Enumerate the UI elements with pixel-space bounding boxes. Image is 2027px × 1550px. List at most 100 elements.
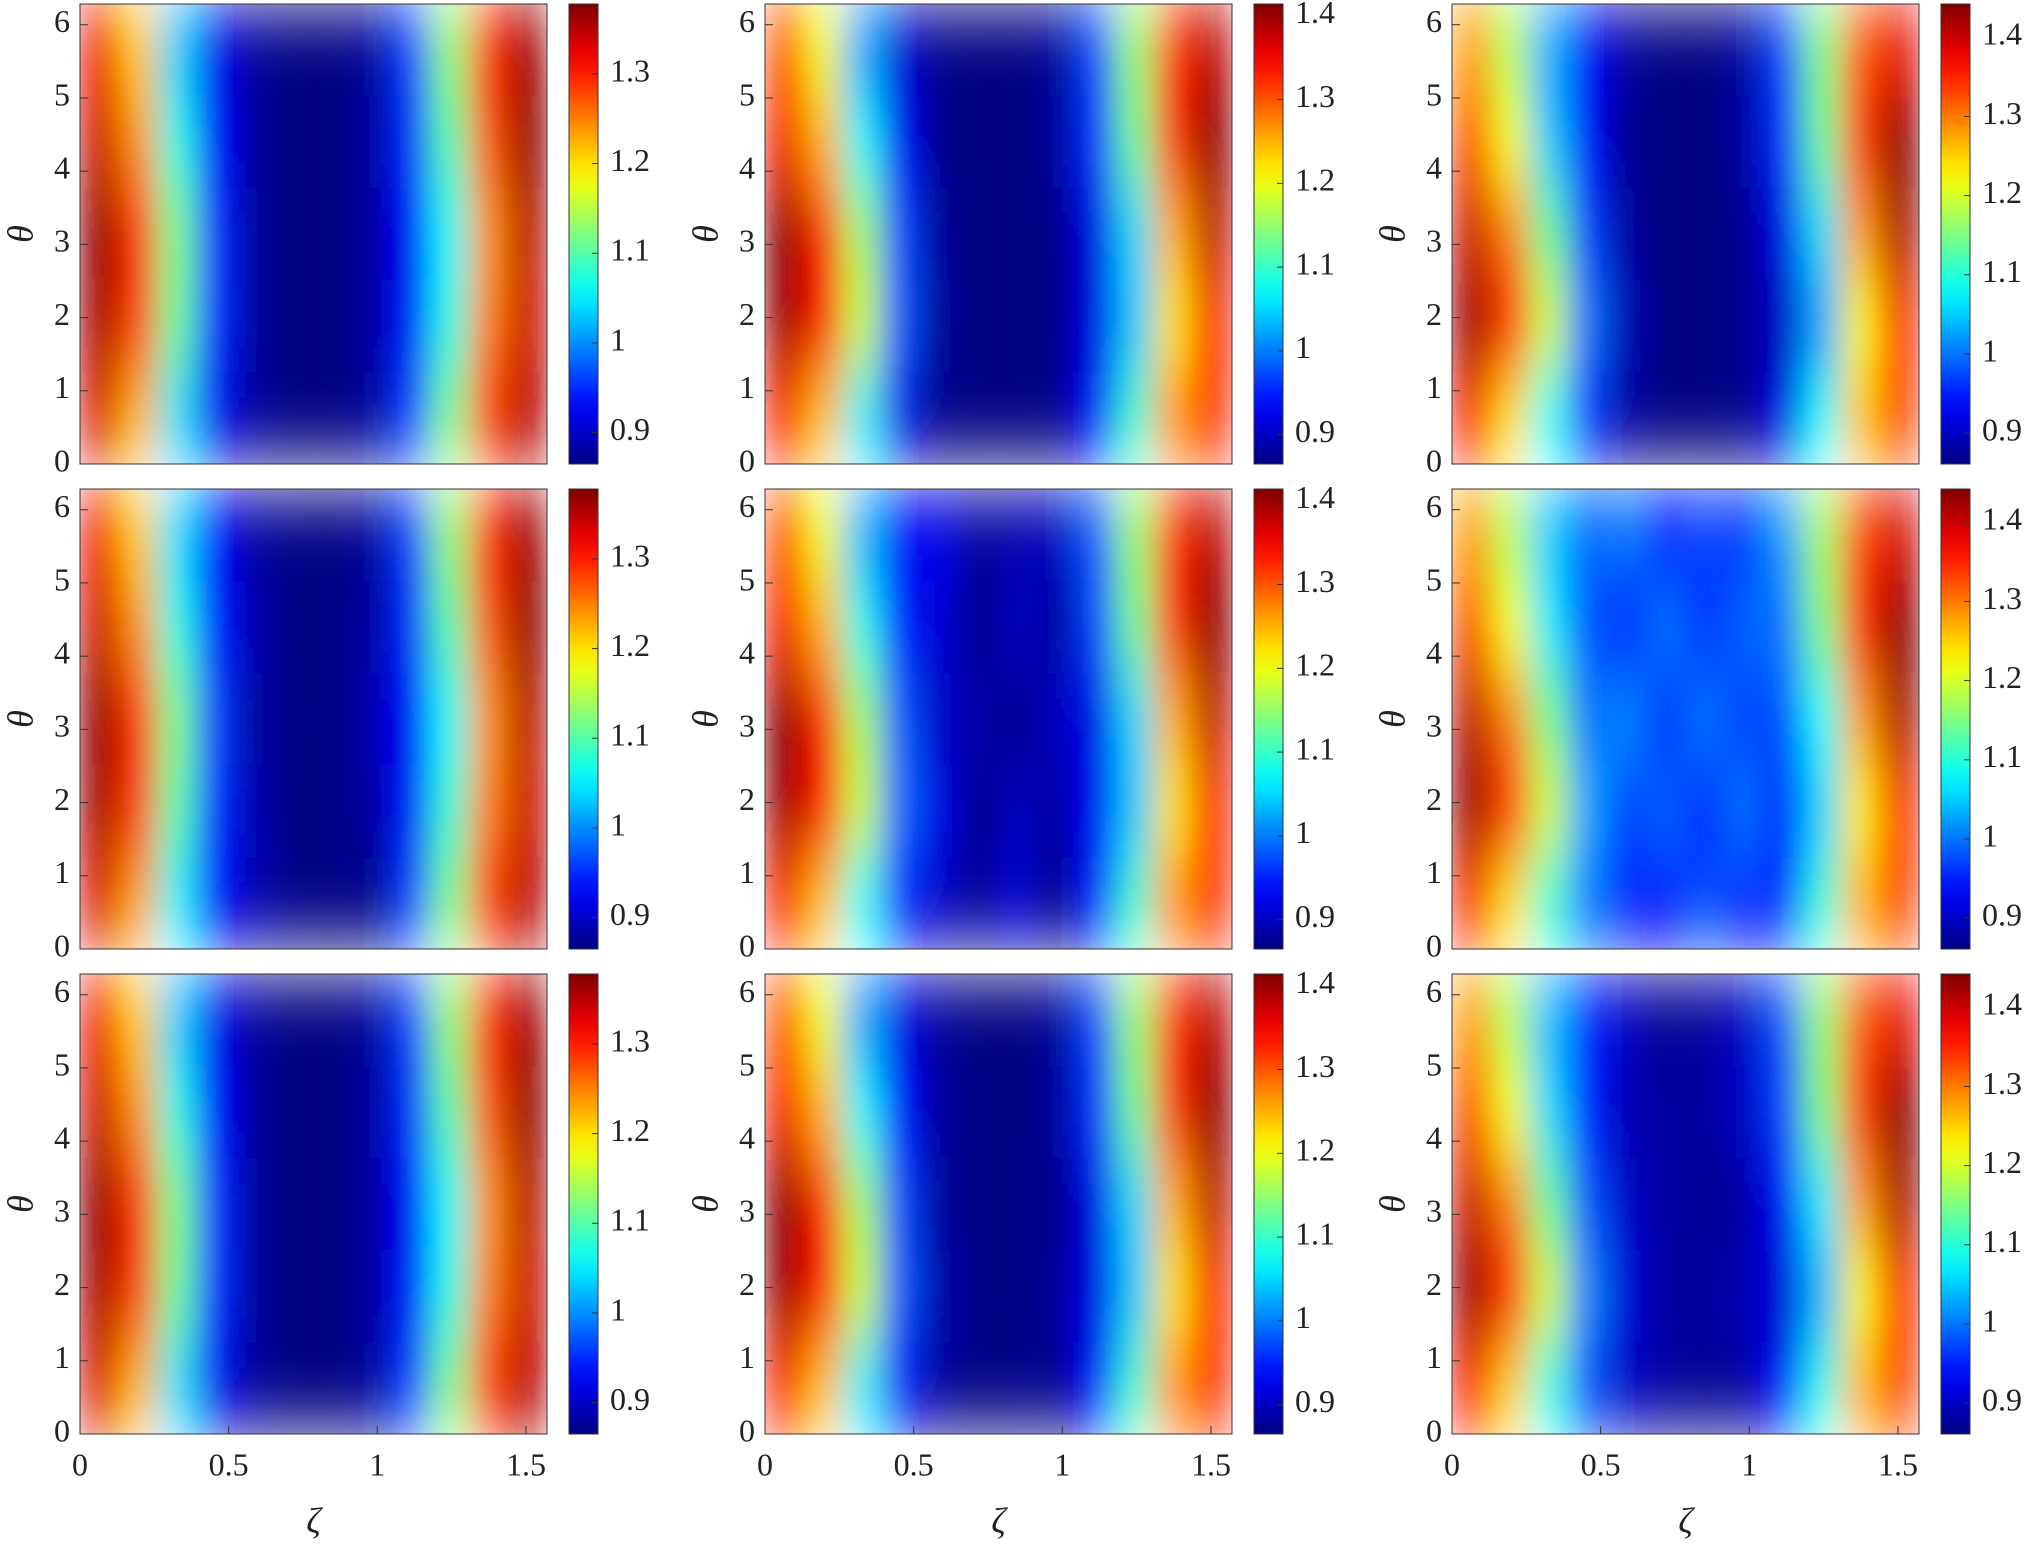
heatmap-cell xyxy=(1114,371,1155,464)
heatmap-cell xyxy=(1192,4,1232,97)
y-tick-label: 4 xyxy=(739,1119,755,1155)
heatmap-cell xyxy=(1114,1250,1155,1343)
heatmap-cell xyxy=(1685,1065,1725,1159)
heatmap-cell xyxy=(1036,280,1077,373)
colorbar-tick-label: 1.3 xyxy=(1982,1065,2022,1101)
heatmap-cell xyxy=(842,580,883,674)
heatmap-cell xyxy=(429,489,470,582)
heatmap-cell xyxy=(920,4,961,97)
colorbar-tick-label: 1.4 xyxy=(1982,16,2022,52)
heatmap-cell xyxy=(157,371,198,464)
heatmap-cell xyxy=(1490,1065,1531,1159)
heatmap-cell xyxy=(1685,1157,1725,1251)
heatmap-cell xyxy=(1568,672,1609,766)
heatmap-cell xyxy=(959,489,1000,582)
heatmap-cell xyxy=(1075,1341,1116,1434)
colorbar-tick-label: 1.3 xyxy=(1982,95,2022,131)
y-tick-label: 5 xyxy=(1426,561,1442,597)
heatmap-cell xyxy=(1153,4,1194,97)
heatmap-cell xyxy=(313,856,353,949)
heatmap-cell xyxy=(351,580,392,674)
heatmap-cell xyxy=(1685,1250,1725,1343)
heatmap-cell xyxy=(765,856,805,949)
heatmap-cell xyxy=(1762,765,1803,858)
heatmap-cell xyxy=(1192,1065,1232,1159)
y-tick-label: 2 xyxy=(1426,296,1442,332)
heatmap-cell xyxy=(80,1250,120,1343)
heatmap-cell xyxy=(157,95,198,189)
heatmap-cell xyxy=(468,1250,509,1343)
heatmap-cell xyxy=(1879,1065,1919,1159)
heatmap-cell xyxy=(1646,765,1687,858)
heatmap-cell xyxy=(118,280,159,373)
colorbar-tick-label: 1.4 xyxy=(1982,986,2022,1022)
heatmap-cell xyxy=(842,856,883,949)
heatmap-cell xyxy=(1762,672,1803,766)
heatmap-cell xyxy=(1153,1157,1194,1251)
heatmap-cell xyxy=(765,1157,805,1251)
heatmap-cell xyxy=(842,1341,883,1434)
heatmap-cell xyxy=(157,974,198,1067)
heatmap-cell xyxy=(765,280,805,373)
heatmap-cell xyxy=(351,4,392,97)
heatmap-cell xyxy=(274,1065,315,1159)
heatmap-cell xyxy=(80,187,120,281)
heatmap-cell xyxy=(1192,974,1232,1067)
heatmap-cell xyxy=(765,1341,805,1434)
y-tick-label: 2 xyxy=(739,1266,755,1302)
heatmap-cell xyxy=(235,280,276,373)
heatmap-cell xyxy=(468,1065,509,1159)
heatmap-cell xyxy=(1840,489,1881,582)
heatmap-cell xyxy=(235,672,276,766)
y-tick-label: 0 xyxy=(1426,442,1442,478)
heatmap-cell xyxy=(1762,974,1803,1067)
heatmap-cell xyxy=(235,856,276,949)
heatmap-cell xyxy=(1153,489,1194,582)
heatmap-cell xyxy=(468,765,509,858)
panel: 0 1 2 3 4 5 6 0 0.5 1 1.5 θ ζ 0.9 1 1.1 1.2 1.3 1.4 xyxy=(685,964,1335,1540)
heatmap-area xyxy=(1452,4,1919,464)
heatmap-cell xyxy=(351,1157,392,1251)
heatmap-cell xyxy=(80,672,120,766)
heatmap-cell xyxy=(881,765,922,858)
colorbar-tick-label: 1.2 xyxy=(1295,162,1335,198)
heatmap-cell xyxy=(1075,580,1116,674)
colorbar xyxy=(1940,488,1971,950)
heatmap-cell xyxy=(1607,1250,1648,1343)
heatmap-cell xyxy=(196,1250,237,1343)
heatmap-cell xyxy=(1646,489,1687,582)
heatmap-cell xyxy=(842,1250,883,1343)
y-tick-label: 0 xyxy=(739,927,755,963)
colorbar-tick-label: 1.4 xyxy=(1295,479,1335,515)
heatmap-cell xyxy=(920,672,961,766)
y-tick-label: 1 xyxy=(1426,369,1442,405)
heatmap-cell xyxy=(1192,371,1232,464)
heatmap-cell xyxy=(881,856,922,949)
heatmap-cell xyxy=(118,4,159,97)
heatmap-cell xyxy=(390,187,431,281)
heatmap-cell xyxy=(1529,280,1570,373)
heatmap-cell xyxy=(157,187,198,281)
y-tick-label: 5 xyxy=(1426,76,1442,112)
heatmap-cell xyxy=(468,1341,509,1434)
heatmap-cell xyxy=(920,1341,961,1434)
colorbar xyxy=(568,3,599,465)
colorbar-tick-label: 0.9 xyxy=(1982,896,2022,932)
heatmap-cell xyxy=(998,765,1038,858)
heatmap-cell xyxy=(1153,1065,1194,1159)
heatmap-cell xyxy=(998,672,1038,766)
heatmap-cell xyxy=(1762,1341,1803,1434)
plot-frame xyxy=(764,3,1233,465)
plot-frame xyxy=(1451,3,1920,465)
heatmap-cell xyxy=(274,974,315,1067)
heatmap-cell xyxy=(998,187,1038,281)
heatmap-cell xyxy=(803,4,844,97)
x-tick-label: 1.5 xyxy=(1878,1446,1918,1482)
heatmap-cell xyxy=(1490,765,1531,858)
heatmap-cell xyxy=(1192,672,1232,766)
heatmap-cell xyxy=(1075,856,1116,949)
y-tick-label: 3 xyxy=(739,708,755,744)
heatmap-cell xyxy=(1153,765,1194,858)
y-tick-label: 6 xyxy=(739,3,755,39)
x-tick-label: 0.5 xyxy=(1581,1446,1621,1482)
